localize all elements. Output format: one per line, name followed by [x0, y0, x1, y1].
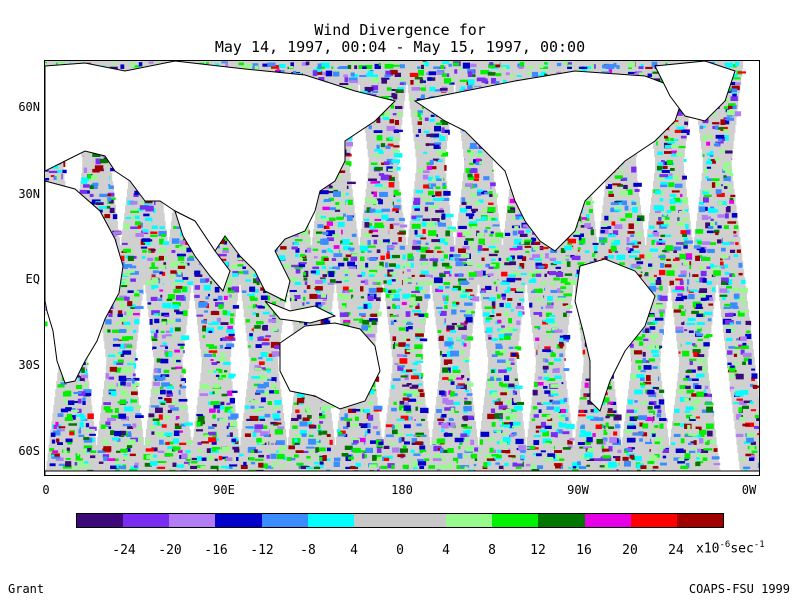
swath	[666, 61, 747, 475]
land-india	[174, 210, 231, 292]
colorbar-swatch	[584, 514, 631, 527]
land-australia	[279, 322, 381, 410]
colorbar-swatch	[261, 514, 308, 527]
land-north-america	[413, 70, 686, 252]
colorbar-tick: -12	[250, 543, 274, 558]
colorbar-tick: -24	[112, 543, 136, 558]
colorbar-swatch	[492, 514, 539, 527]
colorbar-tick: -20	[158, 543, 182, 558]
colorbar-tick: 4	[350, 543, 358, 558]
colorbar-tick: 0	[396, 543, 404, 558]
colorbar-tick: 8	[488, 543, 496, 558]
colorbar-tick: 12	[530, 543, 546, 558]
land-africa	[45, 180, 124, 384]
lat-label-30n: 30N	[18, 187, 40, 201]
colorbar-tick: 4	[442, 543, 450, 558]
colorbar-swatch	[630, 514, 677, 527]
lon-label-180: 180	[391, 483, 413, 497]
colorbar-tick: -16	[204, 543, 228, 558]
map-plot	[45, 61, 759, 475]
colorbar-tick: -8	[300, 543, 316, 558]
footer-credit: COAPS-FSU 1999	[688, 582, 790, 596]
lon-label-0: 0	[42, 483, 50, 497]
colorbar-swatch	[399, 514, 447, 527]
land-south-america	[574, 258, 656, 412]
lat-label-30s: 30S	[18, 358, 40, 372]
colorbar-swatch	[169, 514, 216, 527]
colorbar-swatch	[538, 514, 585, 527]
land-eurasia	[45, 61, 396, 302]
land-greenland	[654, 61, 736, 122]
colorbar-swatch	[446, 514, 493, 527]
colorbar-tick: 20	[622, 543, 638, 558]
lat-label-60n: 60N	[18, 100, 40, 114]
lat-label-eq: EQ	[25, 272, 40, 286]
land-masses	[45, 61, 759, 475]
land-antarctica	[45, 470, 759, 475]
colorbar-tick: 24	[668, 543, 684, 558]
footer-author: Grant	[8, 582, 45, 596]
lat-label-60s: 60S	[18, 444, 40, 458]
chart-title-line2: May 14, 1997, 00:04 - May 15, 1997, 00:0…	[214, 38, 586, 56]
colorbar-unit: x10-6sec-1	[696, 540, 765, 557]
land-indonesia	[264, 300, 337, 324]
colorbar-swatch	[123, 514, 170, 527]
colorbar-tick: 16	[576, 543, 592, 558]
lon-label-0w: 0W	[741, 483, 757, 497]
chart-title-line1: Wind Divergence for	[314, 21, 486, 39]
lon-label-90w: 90W	[567, 483, 589, 497]
colorbar-swatch	[353, 514, 400, 527]
colorbar-swatch	[77, 514, 124, 527]
lon-label-90e: 90E	[213, 483, 235, 497]
colorbar	[76, 513, 724, 528]
colorbar-swatch	[215, 514, 262, 527]
colorbar-swatch	[307, 514, 354, 527]
map-frame	[44, 60, 760, 476]
colorbar-swatch	[676, 514, 723, 527]
